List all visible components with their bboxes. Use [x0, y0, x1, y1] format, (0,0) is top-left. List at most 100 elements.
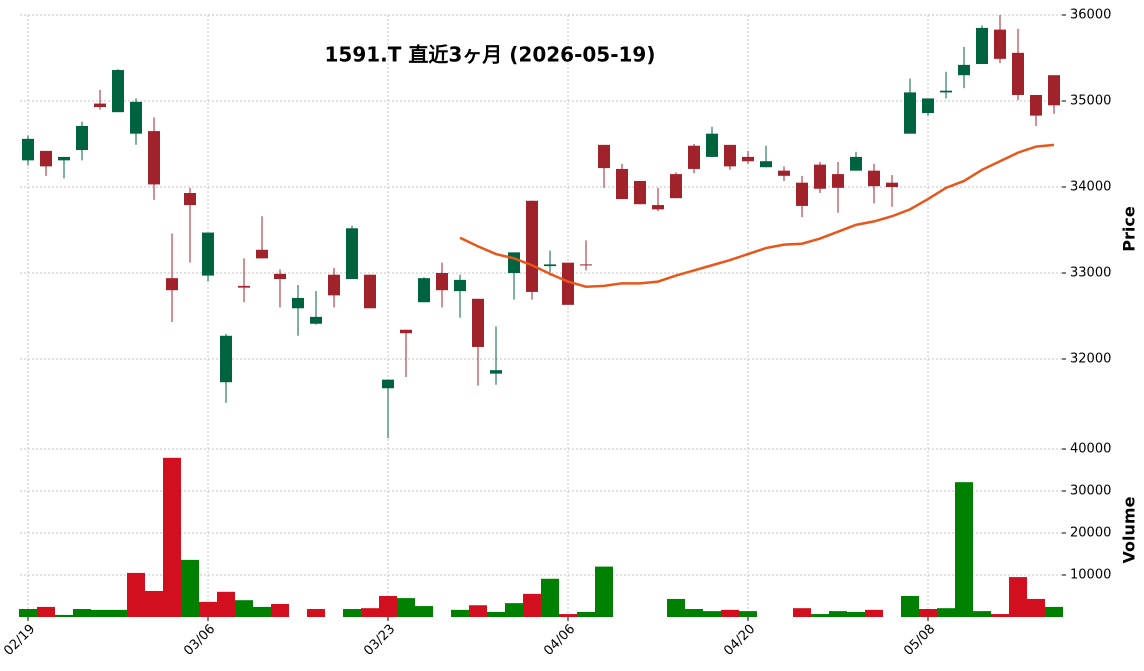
volume-bar: [937, 608, 955, 617]
candle-body: [670, 174, 682, 199]
candle-body: [652, 205, 664, 210]
volume-tick-label: 30000: [1070, 484, 1111, 499]
y-tick-label: 36000: [1070, 8, 1111, 23]
candle-body: [238, 285, 250, 288]
volume-bar: [919, 609, 937, 617]
y-tick-label: 33000: [1070, 266, 1111, 281]
candle-body: [454, 279, 466, 292]
candle-body: [418, 278, 430, 303]
volume-bar: [397, 598, 415, 617]
x-tick-label: 02/19: [1, 622, 38, 659]
candle-body: [94, 103, 106, 108]
marks: [19, 15, 1063, 617]
candle-body: [382, 379, 394, 389]
volume-bar: [37, 606, 55, 617]
candle-body: [958, 64, 970, 76]
volume-bar: [703, 611, 721, 617]
candle-body: [688, 145, 700, 169]
volume-bar: [19, 609, 37, 617]
candle-body: [742, 156, 754, 162]
candle-body: [850, 156, 862, 171]
volume-bar: [541, 578, 559, 617]
volume-bar: [505, 603, 523, 617]
volume-bar: [109, 609, 127, 617]
candle-body: [922, 98, 934, 114]
candle-body: [778, 170, 790, 176]
volume-bar: [181, 559, 199, 617]
volume-bar: [361, 608, 379, 617]
candle-body: [346, 228, 358, 280]
volume-bar: [685, 609, 703, 617]
candle-body: [616, 168, 628, 200]
candle-body: [22, 138, 34, 161]
candle-body: [634, 180, 646, 205]
candle-body: [400, 329, 412, 334]
candle-body: [364, 274, 376, 309]
volume-bar: [271, 603, 289, 617]
x-tick-label: 03/06: [181, 622, 218, 659]
volume-tick-label: 40000: [1070, 442, 1111, 457]
candle-body: [814, 164, 826, 189]
candle-body: [1048, 75, 1060, 106]
volume-bar: [559, 614, 577, 617]
candle-body: [472, 298, 484, 347]
candle-body: [598, 144, 610, 169]
volume-bar: [973, 611, 991, 617]
volume-bar: [199, 601, 217, 617]
candle-body: [580, 264, 592, 266]
volume-bar: [379, 596, 397, 617]
volume-tick-label: 10000: [1070, 568, 1111, 583]
x-tick-label: 03/23: [361, 622, 398, 659]
candle-body: [508, 252, 520, 273]
volume-bar: [829, 611, 847, 617]
volume-bar: [145, 590, 163, 617]
volume-bar: [847, 611, 865, 617]
volume-tick-label: 20000: [1070, 526, 1111, 541]
volume-bar: [487, 611, 505, 617]
volume-bar: [739, 611, 757, 617]
volume-bar: [667, 598, 685, 617]
candle-body: [490, 370, 502, 374]
y-tick-label: 34000: [1070, 180, 1111, 195]
candle-body: [310, 316, 322, 324]
volume-bar: [415, 606, 433, 617]
y-tick-label: 32000: [1070, 352, 1111, 367]
candle-body: [148, 131, 160, 185]
volume-bar: [1027, 598, 1045, 617]
candle-body: [112, 70, 124, 113]
candle-body: [256, 249, 268, 259]
volume-bar: [91, 609, 109, 617]
volume-bar: [721, 609, 739, 617]
volume-bar: [865, 609, 883, 617]
candle-body: [868, 170, 880, 187]
volume-bar: [343, 609, 361, 617]
x-tick-label: 04/06: [541, 622, 578, 659]
volume-bar: [811, 614, 829, 617]
candle-body: [292, 297, 304, 309]
candle-body: [832, 174, 844, 188]
candle-body: [220, 335, 232, 383]
candle-body: [904, 92, 916, 134]
volume-bar: [307, 609, 325, 617]
volume-bar: [73, 609, 91, 617]
volume-bar: [955, 482, 973, 617]
candle-body: [166, 278, 178, 291]
y-tick-label: 35000: [1070, 94, 1111, 109]
candle-body: [760, 161, 772, 168]
candle-body: [40, 150, 52, 167]
candle-body: [184, 193, 196, 206]
candle-body: [1012, 52, 1024, 95]
candle-body: [526, 200, 538, 292]
volume-bar: [253, 606, 271, 617]
volume-bar: [1009, 577, 1027, 617]
chart-title: 1591.T 直近3ヶ月 (2026-05-19): [325, 43, 656, 67]
candle-body: [436, 273, 448, 291]
candle-body: [58, 156, 70, 161]
candle-body: [1030, 94, 1042, 116]
candle-body: [76, 125, 88, 151]
volume-bar: [55, 614, 73, 617]
volume-bar: [451, 609, 469, 617]
candle-body: [706, 133, 718, 157]
candle-body: [940, 90, 952, 93]
